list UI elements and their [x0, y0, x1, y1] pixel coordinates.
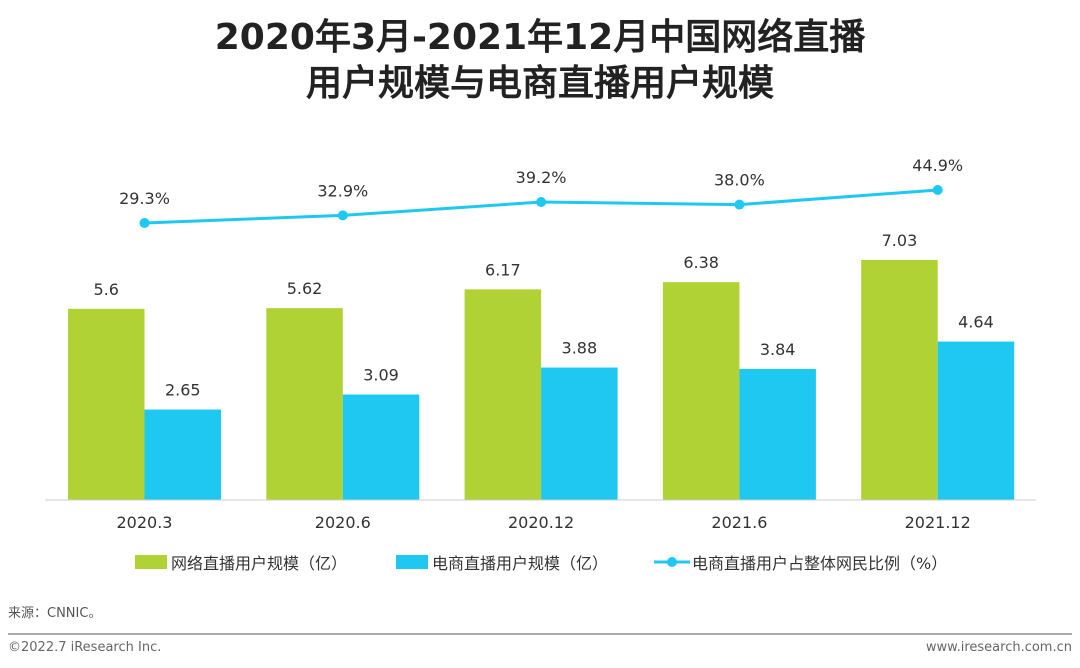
bar-live-2020.12 [464, 289, 542, 500]
x-tick-label: 2020.3 [117, 513, 173, 532]
chart-plot: 5.6 2.65 2020.3 5.62 3.09 2020.6 6.17 3.88 2020.… [45, 156, 1036, 532]
ratio-point [139, 218, 150, 228]
data-label: 5.6 [94, 280, 119, 299]
data-label: 2.65 [165, 381, 201, 400]
data-label: 7.03 [882, 231, 918, 250]
ratio-point [932, 185, 943, 196]
ratio-label: 39.2% [516, 168, 567, 187]
bar-live-2020.6 [266, 308, 343, 500]
legend-label: 网络直播用户规模（亿） [171, 554, 348, 573]
legend-label: 电商直播用户规模（亿） [432, 554, 609, 573]
ratio-label: 38.0% [714, 171, 765, 190]
bar-ecommerce-2021.12 [937, 341, 1015, 500]
data-label: 3.09 [363, 366, 399, 385]
legend-line-marker-icon [654, 557, 690, 567]
data-label: 3.88 [562, 339, 598, 358]
legend-swatch-green [135, 555, 167, 569]
footer-divider [8, 633, 1072, 635]
bar-live-2021.6 [662, 282, 740, 500]
copyright: ©2022.7 iResearch Inc. [8, 640, 162, 655]
x-tick-label: 2020.6 [315, 513, 371, 532]
bar-live-2020.3 [68, 308, 145, 500]
bar-ecommerce-2020.12 [541, 367, 618, 500]
ratio-label: 44.9% [912, 156, 963, 175]
legend-label: 电商直播用户占整体网民比例（%） [692, 554, 948, 573]
ratio-label: 32.9% [317, 181, 368, 200]
x-tick-label: 2021.6 [711, 513, 767, 532]
data-label: 3.84 [760, 340, 796, 359]
legend-item-live-users: 网络直播用户规模（亿） [135, 550, 347, 574]
bar-ecommerce-2020.3 [144, 409, 221, 500]
chart-title-line1: 2020年3月-2021年12月中国网络直播 [214, 17, 866, 58]
x-tick-label: 2020.12 [508, 513, 574, 532]
bar-live-2021.12 [861, 259, 938, 500]
legend-swatch-blue [396, 555, 428, 569]
legend-item-ecommerce-users: 电商直播用户规模（亿） [396, 550, 608, 574]
ratio-point [337, 210, 348, 221]
ratio-point [734, 199, 745, 210]
ratio-point [536, 197, 547, 208]
bar-ecommerce-2020.6 [342, 394, 420, 500]
data-label: 6.17 [485, 260, 521, 279]
chart-title-line2: 用户规模与电商直播用户规模 [305, 63, 774, 104]
website: www.iresearch.com.cn [925, 640, 1072, 655]
data-label: 4.64 [958, 313, 994, 332]
bar-ecommerce-2021.6 [739, 368, 816, 500]
legend-item-ratio: 电商直播用户占整体网民比例（%） [654, 550, 947, 574]
data-label: 5.62 [287, 279, 323, 298]
data-label: 6.38 [683, 253, 719, 272]
source-note: 来源：CNNIC。 [8, 606, 102, 621]
ratio-label: 29.3% [119, 189, 170, 208]
x-tick-label: 2021.12 [905, 513, 971, 532]
